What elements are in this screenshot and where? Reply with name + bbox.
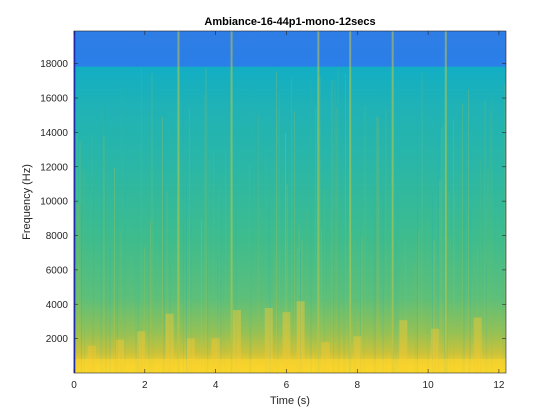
low-frequency-burst bbox=[232, 310, 241, 373]
low-frequency-burst bbox=[399, 320, 408, 373]
x-tick-label: 4 bbox=[213, 380, 219, 391]
low-frequency-band bbox=[74, 359, 506, 373]
y-tick-label: 2000 bbox=[46, 334, 69, 345]
low-frequency-burst bbox=[264, 307, 273, 373]
y-tick-label: 14000 bbox=[40, 128, 68, 139]
y-tick-label: 16000 bbox=[40, 94, 68, 105]
x-tick-label: 8 bbox=[354, 380, 360, 391]
x-axis-label: Time (s) bbox=[270, 395, 310, 407]
y-axis: 2000 4000 6000 8000 10000 12000 14000 16000 1800… bbox=[40, 59, 506, 345]
low-frequency-burst bbox=[137, 331, 146, 373]
low-frequency-burst bbox=[116, 339, 125, 373]
x-tick-label: 12 bbox=[493, 380, 505, 391]
low-frequency-burst bbox=[282, 312, 291, 373]
y-tick-label: 18000 bbox=[40, 59, 68, 70]
x-tick-label: 2 bbox=[142, 380, 148, 391]
x-axis: 0 2 4 6 8 10 12 bbox=[71, 31, 505, 391]
y-tick-label: 8000 bbox=[46, 231, 69, 242]
low-frequency-burst bbox=[321, 342, 330, 373]
y-tick-label: 12000 bbox=[40, 162, 68, 173]
low-frequency-burst bbox=[186, 338, 195, 373]
low-frequency-burst bbox=[353, 336, 362, 373]
x-tick-label: 6 bbox=[284, 380, 290, 391]
y-tick-label: 4000 bbox=[46, 300, 69, 311]
low-frequency-burst bbox=[431, 328, 440, 373]
y-axis-label: Frequency (Hz) bbox=[21, 164, 33, 240]
low-frequency-burst bbox=[165, 313, 174, 373]
x-tick-label: 0 bbox=[71, 380, 77, 391]
spectrogram-image bbox=[74, 31, 506, 373]
spectrogram-texture bbox=[74, 31, 506, 373]
y-tick-label: 6000 bbox=[46, 265, 69, 276]
plot-area bbox=[73, 30, 507, 374]
chart-title: Ambiance-16-44p1-mono-12secs bbox=[204, 16, 375, 28]
y-tick-label: 10000 bbox=[40, 197, 68, 208]
low-frequency-burst bbox=[296, 301, 305, 373]
low-frequency-burst bbox=[211, 338, 220, 373]
low-frequency-burst bbox=[473, 317, 482, 373]
x-tick-label: 10 bbox=[423, 380, 435, 391]
